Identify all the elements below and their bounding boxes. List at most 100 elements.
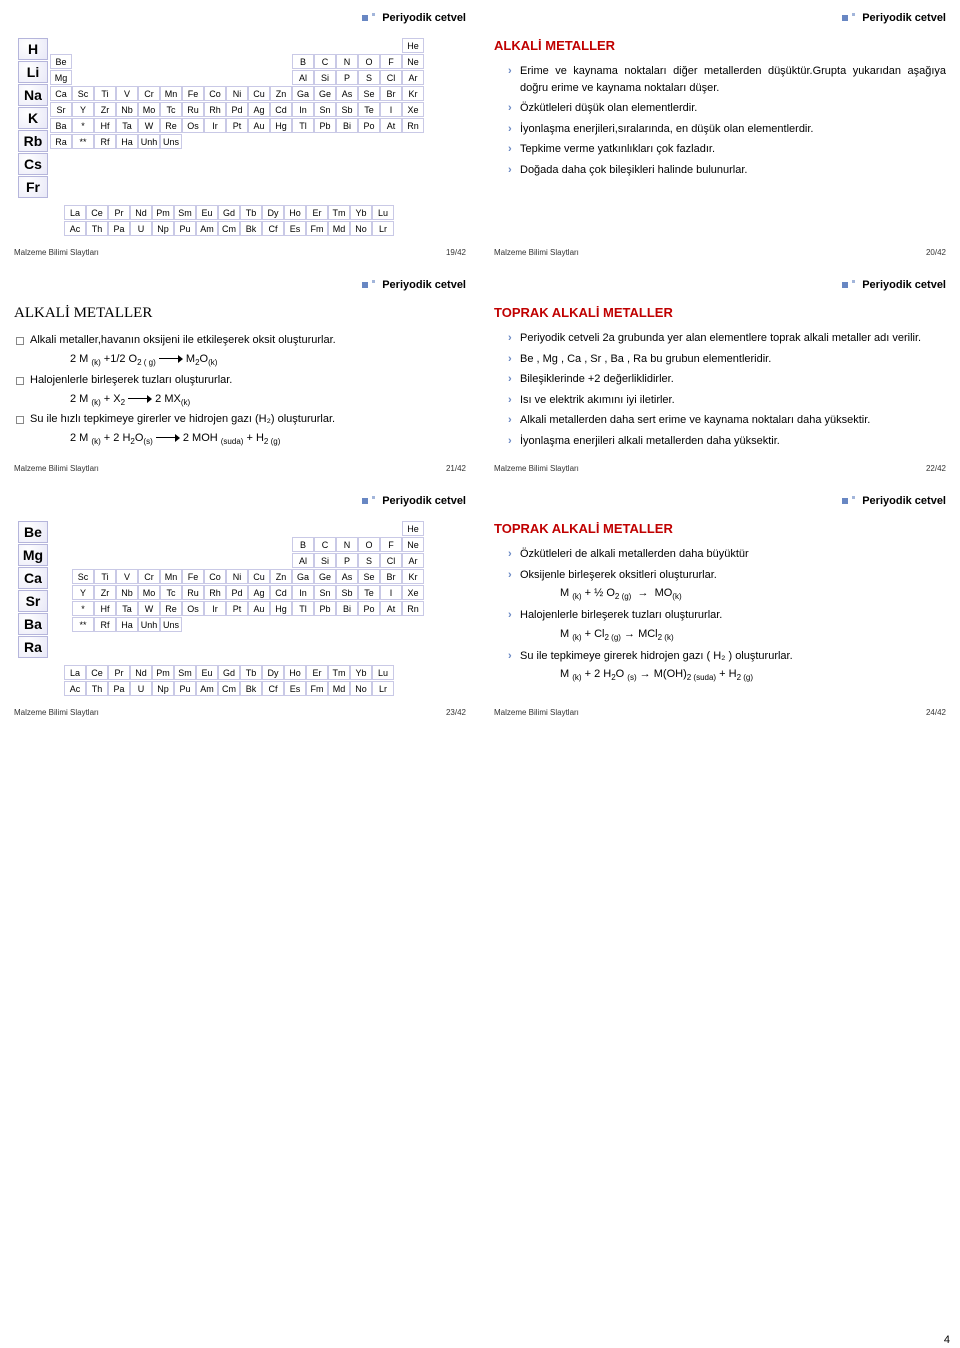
element-cell: N [336,54,358,69]
element-cell [358,521,380,536]
element-cell: Sb [336,585,358,600]
element-cell: Os [182,118,204,133]
element-cell: O [358,537,380,552]
element-cell: Rh [204,102,226,117]
element-cell: Rf [94,617,116,632]
element-cell [50,617,72,632]
list-item: Alkali metallerden daha sert erime ve ka… [508,412,946,429]
element-cell: Fm [306,681,328,696]
element-cell: No [350,681,372,696]
slide-21: Periyodik cetvel ALKALİ METALLER Alkali … [0,267,480,483]
list-item: Özkütleleri düşük olan elementlerdir. [508,100,946,117]
element-cell: Be [50,54,72,69]
arrow-icon [156,434,180,442]
element-cell: Ar [402,553,424,568]
element-cell [50,537,72,552]
element-cell [336,134,358,149]
element-cell-highlight: Ba [18,613,48,635]
element-cell: U [130,681,152,696]
element-cell: Ac [64,221,86,236]
element-cell: In [292,585,314,600]
element-cell: Sn [314,102,336,117]
element-cell: Cf [262,221,284,236]
element-cell [204,617,226,632]
element-cell [380,521,402,536]
element-cell: Rn [402,601,424,616]
element-cell-highlight: Ca [18,567,48,589]
element-cell: Pb [314,601,336,616]
element-cell [94,70,116,85]
list-item: Oksijenle birleşerek oksitleri oluşturur… [508,567,946,604]
element-cell: Co [204,86,226,101]
element-cell [270,134,292,149]
element-cell: * [72,118,94,133]
element-cell [226,70,248,85]
element-cell: Sc [72,569,94,584]
list-item: Be , Mg , Ca , Sr , Ba , Ra bu grubun el… [508,351,946,368]
element-cell: Tc [160,102,182,117]
equation: M (k) + 2 H2O (s) → M(OH)2 (suda) + H2 (… [520,666,946,684]
element-cell: Ho [284,665,306,680]
heading: ALKALİ METALLER [14,305,466,322]
element-cell: Ra [50,134,72,149]
element-cell [138,521,160,536]
element-cell: La [64,665,86,680]
element-cell: Zn [270,569,292,584]
element-cell: Pr [108,205,130,220]
element-cell: Pb [314,118,336,133]
element-cell: Ce [86,205,108,220]
element-cell [336,38,358,53]
header-title: Periyodik cetvel [862,12,946,24]
element-cell: F [380,537,402,552]
element-cell: Sc [72,86,94,101]
header-square-icon [361,281,369,289]
element-cell: Xe [402,102,424,117]
element-cell: Ag [248,585,270,600]
element-cell: Cr [138,86,160,101]
element-cell: As [336,569,358,584]
element-cell: Md [328,221,350,236]
slide-number: 20/42 [926,248,946,257]
element-cell [160,38,182,53]
element-cell [116,54,138,69]
header-square-small-icon [851,279,856,284]
element-cell: Gd [218,205,240,220]
element-cell [248,617,270,632]
element-cell: Ru [182,585,204,600]
element-cell: Cd [270,585,292,600]
element-cell: C [314,54,336,69]
element-cell: Gd [218,665,240,680]
periodic-table-alkaline-earth: BeMgCaSrBaRaHeBCNOFNeAlSiPSClArScTiVCrMn… [18,521,466,697]
element-cell: U [130,221,152,236]
element-cell: Pd [226,585,248,600]
element-cell [204,70,226,85]
element-cell: Mo [138,585,160,600]
slide-number: 24/42 [926,708,946,717]
element-cell: S [358,553,380,568]
slide-footer: Malzeme Bilimi Slaytları 23/42 [14,708,466,717]
element-cell: Y [72,102,94,117]
element-cell [182,617,204,632]
element-cell: Pm [152,665,174,680]
element-cell: Ne [402,54,424,69]
element-cell [292,134,314,149]
slide-header: Periyodik cetvel [494,275,946,295]
element-cell: Unh [138,134,160,149]
slide-footer: Malzeme Bilimi Slaytları 24/42 [494,708,946,717]
element-cell: Ac [64,681,86,696]
element-cell: Si [314,553,336,568]
element-cell: Ti [94,86,116,101]
element-cell: Au [248,601,270,616]
slide-footer: Malzeme Bilimi Slaytları 20/42 [494,248,946,257]
heading: TOPRAK ALKALİ METALLER [494,521,946,536]
header-title: Periyodik cetvel [862,495,946,507]
header-square-small-icon [371,12,376,17]
element-cell [50,601,72,616]
element-cell: Fm [306,221,328,236]
element-cell: * [72,601,94,616]
element-cell [182,521,204,536]
element-cell [182,134,204,149]
element-cell: Ba [50,118,72,133]
element-cell: Sm [174,665,196,680]
element-cell: Ir [204,118,226,133]
